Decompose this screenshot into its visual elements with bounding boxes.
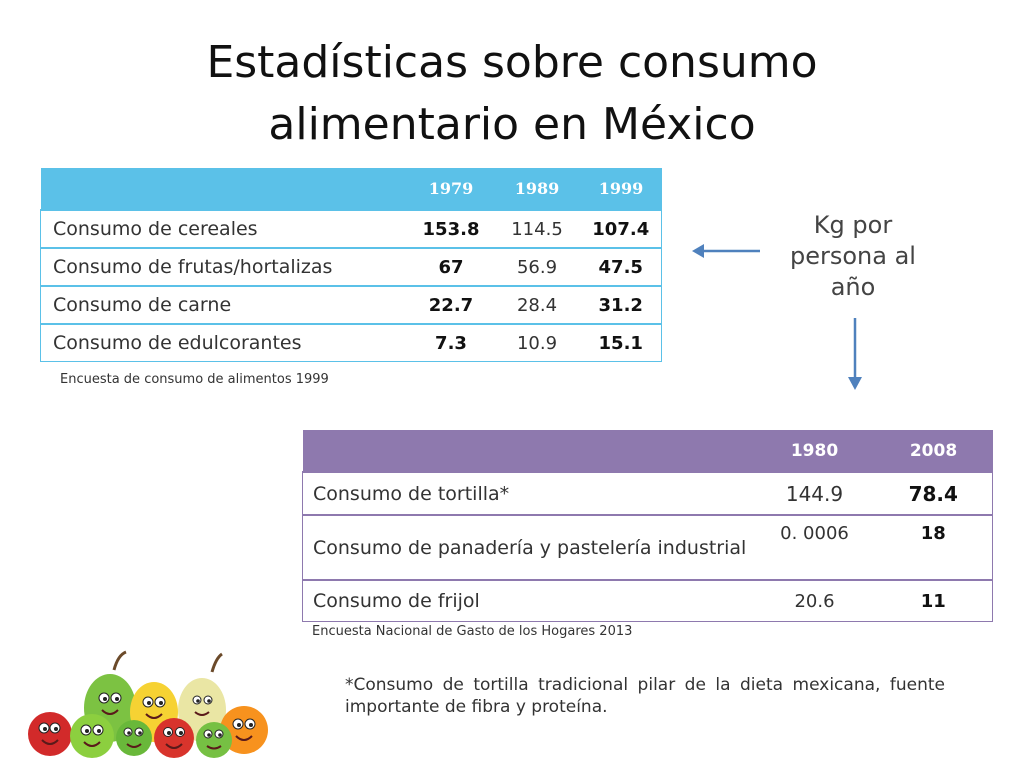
consumption-table-1980-2008: 1980 2008 Consumo de tortilla* 144.9 78.… xyxy=(302,430,993,622)
units-line-3: año xyxy=(830,273,876,301)
tortilla-footnote: *Consumo de tortilla tradicional pilar d… xyxy=(345,675,945,717)
cell-value: 15.1 xyxy=(580,323,662,362)
header-year-1989: 1989 xyxy=(493,168,581,210)
table-row: Consumo de cereales 153.8 114.5 107.4 xyxy=(40,209,662,248)
header-empty xyxy=(302,430,755,472)
table-row: Consumo de carne 22.7 28.4 31.2 xyxy=(40,285,662,324)
cell-value: 28.4 xyxy=(493,285,581,324)
arrow-left-icon xyxy=(692,244,760,258)
title-line-2: alimentario en México xyxy=(268,99,756,150)
cell-value: 10.9 xyxy=(493,323,581,362)
cell-value: 56.9 xyxy=(493,247,581,286)
cell-value: 78.4 xyxy=(874,471,993,515)
table-row: Consumo de edulcorantes 7.3 10.9 15.1 xyxy=(40,323,662,362)
cell-value: 114.5 xyxy=(493,209,581,248)
cell-value: 22.7 xyxy=(408,285,494,324)
title-line-1: Estadísticas sobre consumo xyxy=(206,37,818,88)
table-row: Consumo de tortilla* 144.9 78.4 xyxy=(302,471,993,515)
table1-source: Encuesta de consumo de alimentos 1999 xyxy=(60,372,329,387)
cell-value: 18 xyxy=(874,514,993,580)
cell-value: 47.5 xyxy=(580,247,662,286)
units-line-2: persona al xyxy=(790,242,916,270)
header-year-1979: 1979 xyxy=(408,168,494,210)
table-row: Consumo de frutas/hortalizas 67 56.9 47.… xyxy=(40,247,662,286)
cell-value: 144.9 xyxy=(754,471,875,515)
table-row: Consumo de frijol 20.6 11 xyxy=(302,579,993,622)
cell-value: 7.3 xyxy=(408,323,494,362)
table-header-row: 1979 1989 1999 xyxy=(40,168,662,210)
table-row: Consumo de panadería y pastelería indust… xyxy=(302,514,993,580)
cartoon-fruits-icon xyxy=(28,650,268,758)
slide-title: Estadísticas sobre consumo alimentario e… xyxy=(0,32,1024,156)
cell-value: 107.4 xyxy=(580,209,662,248)
cell-value: 153.8 xyxy=(408,209,494,248)
cell-value: 11 xyxy=(874,579,993,622)
row-label: Consumo de edulcorantes xyxy=(40,323,409,362)
row-label: Consumo de frutas/hortalizas xyxy=(40,247,409,286)
units-line-1: Kg por xyxy=(813,211,893,239)
cell-value: 0. 0006 xyxy=(754,514,875,580)
cell-value: 31.2 xyxy=(580,285,662,324)
row-label: Consumo de cereales xyxy=(40,209,409,248)
arrow-down-icon xyxy=(848,318,862,390)
row-label: Consumo de carne xyxy=(40,285,409,324)
cell-value: 67 xyxy=(408,247,494,286)
header-empty xyxy=(40,168,409,210)
header-year-1980: 1980 xyxy=(754,430,875,472)
units-annotation: Kg por persona al año xyxy=(768,210,938,303)
table-header-row: 1980 2008 xyxy=(302,430,993,472)
header-year-2008: 2008 xyxy=(874,430,993,472)
cell-value: 20.6 xyxy=(754,579,875,622)
row-label: Consumo de frijol xyxy=(302,579,755,622)
row-label: Consumo de panadería y pastelería indust… xyxy=(302,514,755,580)
row-label: Consumo de tortilla* xyxy=(302,471,755,515)
table2-source: Encuesta Nacional de Gasto de los Hogare… xyxy=(312,624,633,639)
consumption-table-1979-1999: 1979 1989 1999 Consumo de cereales 153.8… xyxy=(40,168,662,362)
header-year-1999: 1999 xyxy=(580,168,662,210)
